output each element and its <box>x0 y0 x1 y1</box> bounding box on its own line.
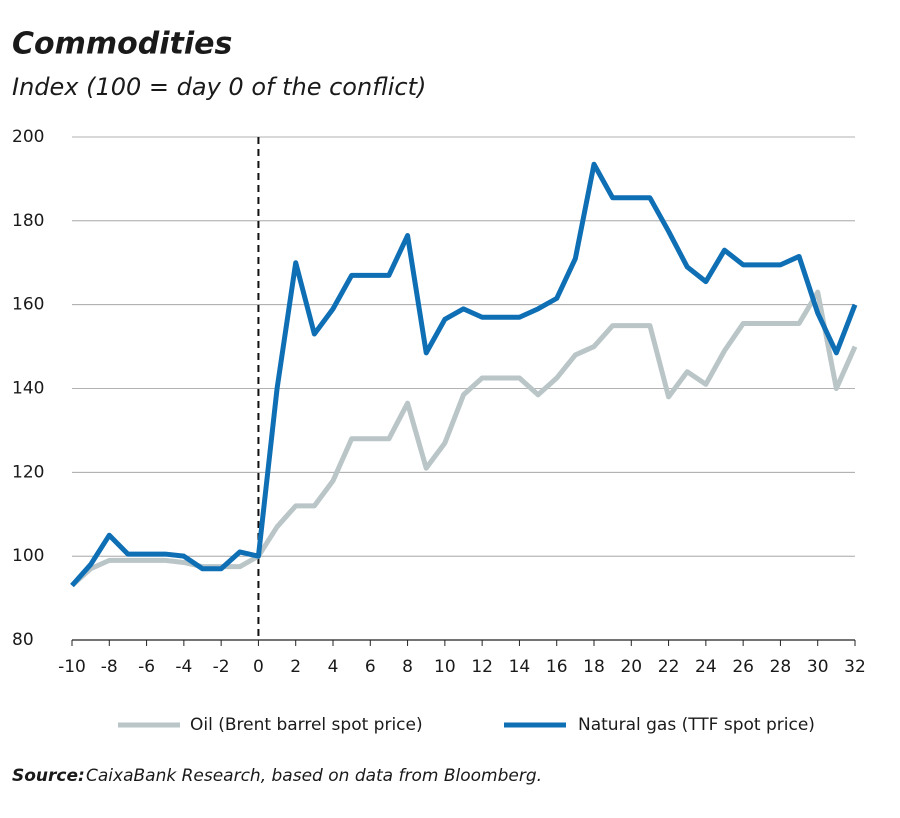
x-tick-label: -4 <box>175 657 192 677</box>
x-tick-label: -10 <box>58 657 86 677</box>
y-tick-label: 140 <box>12 379 44 399</box>
chart-subtitle: Index (100 = day 0 of the conflict) <box>12 73 426 101</box>
y-tick-label: 180 <box>12 211 44 231</box>
series-line <box>70 161 858 588</box>
x-tick-label: 28 <box>770 657 792 677</box>
x-tick-label: 4 <box>328 657 339 677</box>
y-tick-label: 120 <box>12 462 44 482</box>
x-tick-label: 8 <box>402 657 413 677</box>
chart-title: Commodities <box>12 27 232 62</box>
x-tick-label: 6 <box>365 657 376 677</box>
x-tick-label: 32 <box>844 657 866 677</box>
x-tick-label: 2 <box>290 657 301 677</box>
x-tick-label: 30 <box>807 657 829 677</box>
x-tick-label: 0 <box>253 657 264 677</box>
x-tick-label: 16 <box>546 657 568 677</box>
y-tick-label: 160 <box>12 295 44 315</box>
x-tick-label: 18 <box>583 657 605 677</box>
y-tick-label: 80 <box>12 630 34 650</box>
x-tick-label: 22 <box>658 657 680 677</box>
source-text: CaixaBank Research, based on data from B… <box>86 766 542 786</box>
x-tick-label: 24 <box>695 657 717 677</box>
series-line <box>70 289 858 588</box>
y-tick-label: 100 <box>12 546 44 566</box>
y-tick-label: 200 <box>12 127 44 147</box>
x-tick-label: 14 <box>509 657 531 677</box>
source-label: Source: <box>12 766 85 786</box>
x-tick-label: 10 <box>434 657 456 677</box>
legend-label: Natural gas (TTF spot price) <box>578 715 815 735</box>
x-tick-label: -6 <box>138 657 155 677</box>
x-tick-label: -8 <box>101 657 118 677</box>
legend-label: Oil (Brent barrel spot price) <box>190 715 423 735</box>
x-tick-label: -2 <box>213 657 230 677</box>
x-tick-label: 20 <box>620 657 642 677</box>
x-tick-label: 26 <box>732 657 754 677</box>
x-tick-label: 12 <box>471 657 493 677</box>
